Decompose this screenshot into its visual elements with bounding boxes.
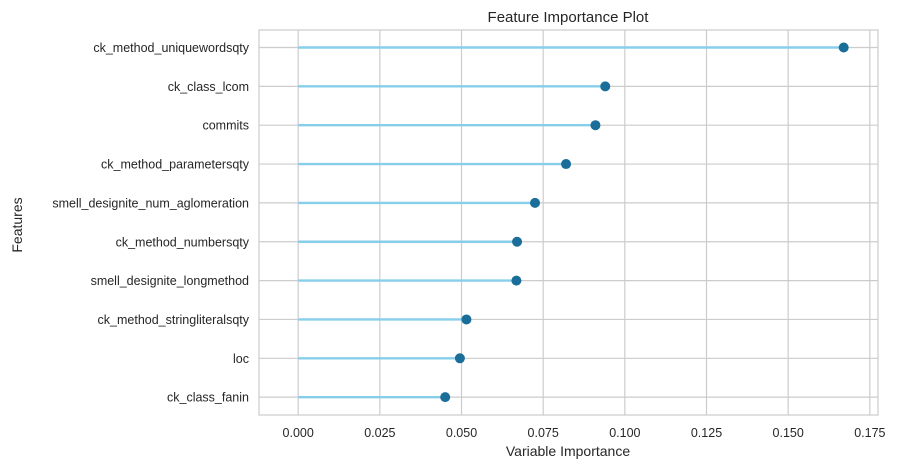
stems (298, 46, 844, 399)
marker-ck_class_lcom (600, 81, 611, 92)
marker-ck_method_numbersqty (512, 236, 523, 247)
y-tick-label: ck_method_parametersqty (101, 158, 250, 172)
y-tick-label: smell_designite_num_aglomeration (52, 196, 249, 210)
plot-frame (258, 29, 879, 416)
marker-smell_designite_num_aglomeration (530, 197, 541, 208)
chart-title: Feature Importance Plot (488, 9, 650, 26)
marker-ck_method_stringliteralsqty (461, 314, 472, 325)
y-axis-label: Features (9, 197, 25, 252)
y-tick-label: ck_method_numbersqty (116, 235, 250, 249)
x-tick-label: 0.100 (609, 426, 640, 440)
marker-ck_method_parametersqty (561, 159, 572, 170)
y-tick-label: ck_class_fanin (167, 391, 249, 405)
marker-smell_designite_longmethod (511, 275, 522, 286)
y-tick-label: commits (202, 119, 249, 133)
x-tick-label: 0.125 (691, 426, 722, 440)
markers (440, 42, 849, 403)
marker-ck_class_fanin (440, 392, 451, 403)
marker-loc (454, 353, 465, 364)
y-tick-label: ck_method_uniquewordsqty (93, 41, 249, 55)
x-tick-label: 0.150 (773, 426, 804, 440)
y-tick-label: loc (233, 352, 249, 366)
x-tick-label: 0.175 (854, 426, 885, 440)
y-tick-label: ck_class_lcom (168, 80, 249, 94)
x-tick-label: 0.025 (364, 426, 395, 440)
x-tick-label: 0.050 (446, 426, 477, 440)
y-tick-label: smell_designite_longmethod (91, 274, 249, 288)
marker-ck_method_uniquewordsqty (838, 42, 849, 53)
x-tick-labels: 0.000 0.025 0.050 0.075 0.100 0.125 0.150 0.175 (283, 426, 886, 440)
marker-commits (590, 120, 601, 131)
y-tick-label: ck_method_stringliteralsqty (98, 313, 250, 327)
x-axis-label: Variable Importance (506, 443, 630, 459)
x-tick-label: 0.075 (528, 426, 559, 440)
x-tick-label: 0.000 (283, 426, 314, 440)
y-tick-labels: ck_method_uniquewordsqty ck_class_lcomcom… (52, 41, 249, 405)
